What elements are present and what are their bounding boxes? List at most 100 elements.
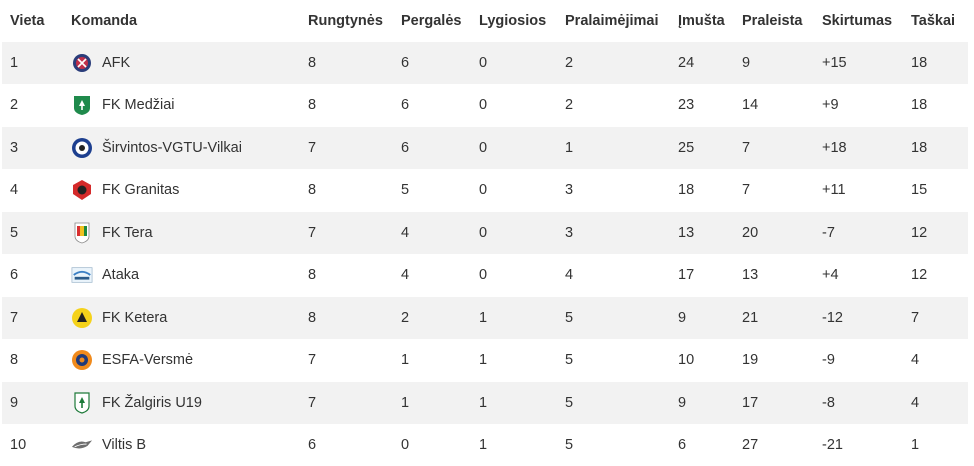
goals-for-cell: 17 [670,253,734,297]
header-goals-for[interactable]: Įmušta [678,12,725,29]
table-row[interactable]: 2 FK Medžiai 8 6 0 2 23 14 +9 18 [2,83,968,127]
team-name[interactable]: Ataka [102,267,140,284]
table-row[interactable]: 9 FK Žalgiris U19 7 1 1 5 9 17 -8 4 [2,381,968,424]
played-cell: 7 [300,381,393,424]
team-name[interactable]: FK Tera [102,224,153,241]
header-row: Vieta Komanda Rungtynės Pergalės Lygiosi… [2,0,968,42]
team-cell[interactable]: FK Tera [63,211,300,254]
team-cell[interactable]: AFK [63,41,300,84]
goals-for-cell: 24 [670,41,734,84]
team-name[interactable]: AFK [102,54,131,71]
played-cell: 8 [300,253,393,297]
goals-against-cell: 14 [734,83,814,127]
team-cell[interactable]: FK Medžiai [63,83,300,127]
points-cell: 18 [903,41,968,84]
team-entry[interactable]: FK Žalgiris U19 [71,392,300,414]
drawn-cell: 0 [471,41,557,84]
team-cell[interactable]: Viltis B [63,423,300,466]
points-cell: 12 [903,253,968,297]
goals-for-cell: 18 [670,168,734,212]
goal-difference-cell: +15 [814,41,903,84]
position-cell: 9 [2,381,63,424]
viltis-crest-icon [71,434,93,456]
played-cell: 7 [300,126,393,169]
team-cell[interactable]: ESFA-Versmė [63,338,300,382]
table-row[interactable]: 1 AFK 8 6 0 2 24 9 +15 18 [2,41,968,84]
goals-against-cell: 9 [734,41,814,84]
team-entry[interactable]: FK Tera [71,222,300,244]
won-cell: 5 [393,168,471,212]
goal-difference-cell: +11 [814,168,903,212]
header-goals-against[interactable]: Praleista [742,12,803,29]
header-pos[interactable]: Vieta [10,12,45,29]
played-cell: 8 [300,41,393,84]
won-cell: 2 [393,296,471,339]
team-entry[interactable]: FK Granitas [71,179,300,201]
won-cell: 4 [393,253,471,297]
tera-crest-icon [71,222,93,244]
won-cell: 1 [393,381,471,424]
header-points[interactable]: Taškai [911,12,956,29]
header-lost[interactable]: Pralaimėjimai [565,12,659,29]
header-goal-difference[interactable]: Skirtumas [822,12,893,29]
goals-against-cell: 20 [734,211,814,254]
table-row[interactable]: 8 ESFA-Versmė 7 1 1 5 10 19 -9 4 [2,338,968,382]
table-row[interactable]: 7 FK Ketera 8 2 1 5 9 21 -12 7 [2,296,968,339]
team-name[interactable]: FK Granitas [102,182,180,199]
points-cell: 15 [903,168,968,212]
drawn-cell: 0 [471,168,557,212]
goals-for-cell: 9 [670,381,734,424]
team-name[interactable]: FK Žalgiris U19 [102,394,202,411]
team-entry[interactable]: FK Medžiai [71,94,300,116]
lost-cell: 3 [557,211,670,254]
lost-cell: 2 [557,41,670,84]
goals-against-cell: 21 [734,296,814,339]
team-entry[interactable]: Viltis B [71,434,300,456]
team-entry[interactable]: ESFA-Versmė [71,349,300,371]
drawn-cell: 0 [471,211,557,254]
team-name[interactable]: FK Medžiai [102,97,175,114]
team-entry[interactable]: Ataka [71,264,300,286]
won-cell: 6 [393,41,471,84]
drawn-cell: 0 [471,83,557,127]
goals-against-cell: 7 [734,168,814,212]
granitas-crest-icon [71,179,93,201]
header-played[interactable]: Rungtynės [308,12,383,29]
goals-for-cell: 23 [670,83,734,127]
header-won[interactable]: Pergalės [401,12,462,29]
table-row[interactable]: 4 FK Granitas 8 5 0 3 18 7 +11 15 [2,168,968,212]
table-row[interactable]: 3 Širvintos-VGTU-Vilkai 7 6 0 1 25 7 +18 18 [2,126,968,169]
lost-cell: 3 [557,168,670,212]
vilkai-crest-icon [71,137,93,159]
goals-against-cell: 19 [734,338,814,382]
points-cell: 1 [903,423,968,466]
points-cell: 7 [903,296,968,339]
table-row[interactable]: 5 FK Tera 7 4 0 3 13 20 -7 12 [2,211,968,254]
team-name[interactable]: Viltis B [102,437,147,454]
team-cell[interactable]: Širvintos-VGTU-Vilkai [63,126,300,169]
points-cell: 18 [903,126,968,169]
table-row[interactable]: 6 Ataka 8 4 0 4 17 13 +4 12 [2,253,968,297]
team-cell[interactable]: FK Ketera [63,296,300,339]
table-row[interactable]: 10 Viltis B 6 0 1 5 6 27 -21 1 [2,423,968,466]
team-entry[interactable]: AFK [71,52,300,74]
played-cell: 8 [300,83,393,127]
team-name[interactable]: FK Ketera [102,309,168,326]
team-cell[interactable]: FK Granitas [63,168,300,212]
goals-for-cell: 13 [670,211,734,254]
played-cell: 8 [300,296,393,339]
team-cell[interactable]: FK Žalgiris U19 [63,381,300,424]
team-cell[interactable]: Ataka [63,253,300,297]
goal-difference-cell: -9 [814,338,903,382]
team-entry[interactable]: FK Ketera [71,307,300,329]
afk-crest-icon [71,52,93,74]
goals-for-cell: 9 [670,296,734,339]
goal-difference-cell: -7 [814,211,903,254]
team-entry[interactable]: Širvintos-VGTU-Vilkai [71,137,300,159]
team-name[interactable]: ESFA-Versmė [102,352,194,369]
header-team[interactable]: Komanda [71,12,138,29]
position-cell: 1 [2,41,63,84]
drawn-cell: 0 [471,253,557,297]
header-drawn[interactable]: Lygiosios [479,12,547,29]
team-name[interactable]: Širvintos-VGTU-Vilkai [102,139,242,156]
